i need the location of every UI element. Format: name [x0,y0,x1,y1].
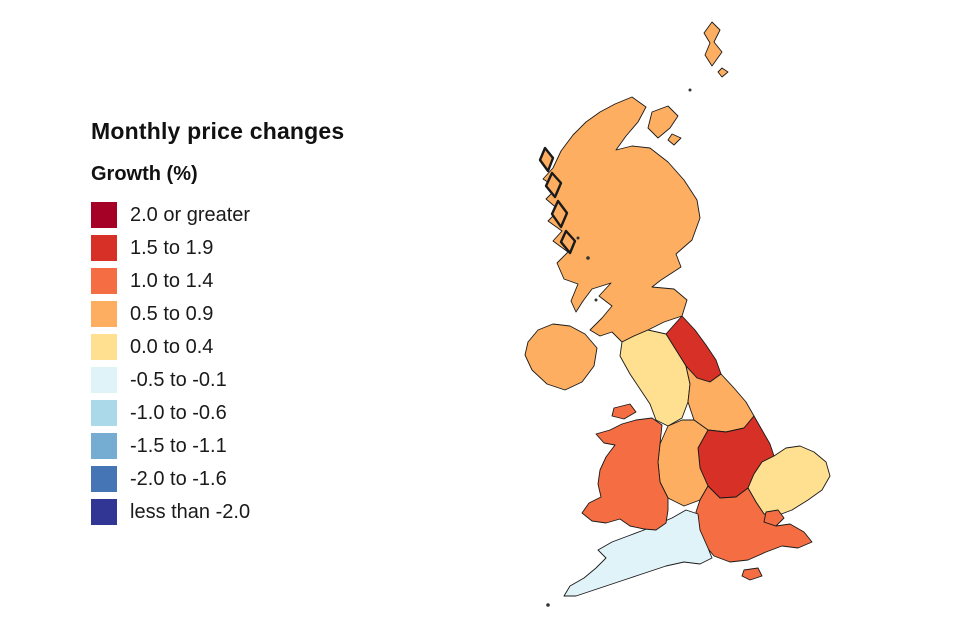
region-wales [581,417,669,531]
island-hebrides [550,199,569,229]
island-hebrides [559,229,577,255]
legend-label: 1.5 to 1.9 [130,236,214,259]
legend-label: -2.0 to -1.6 [130,467,227,490]
region-east-of-england [747,445,831,517]
island-hebrides [538,146,555,173]
legend-label: 2.0 or greater [130,203,251,226]
legend-label: -1.0 to -0.6 [130,401,227,424]
legend-swatch [91,202,117,228]
legend-item: 1.5 to 1.9 [91,235,411,261]
island-shetland [703,21,723,67]
island-isle-of-wight [741,567,763,581]
island-anglesey [611,403,637,420]
island-orkney [647,105,679,139]
legend-swatch [91,433,117,459]
legend-item: -2.0 to -1.6 [91,466,411,492]
legend: 2.0 or greater 1.5 to 1.9 1.0 to 1.4 0.5… [91,202,411,525]
legend-title: Growth (%) [91,163,198,185]
region-london [763,509,785,527]
region-north-west [619,329,691,427]
legend-item: 1.0 to 1.4 [91,268,411,294]
legend-item: -0.5 to -0.1 [91,367,411,393]
legend-swatch [91,268,117,294]
small-island [576,236,580,240]
legend-item: 0.0 to 0.4 [91,334,411,360]
legend-item: less than -2.0 [91,499,411,525]
legend-swatch [91,235,117,261]
region-scotland [542,96,701,343]
small-island [546,603,550,607]
legend-label: -0.5 to -0.1 [130,368,227,391]
island-orkney-small [667,133,682,146]
legend-swatch [91,367,117,393]
small-island [586,256,590,260]
legend-swatch [91,301,117,327]
legend-label: less than -2.0 [130,500,251,523]
island-hebrides [544,171,563,199]
chart-title: Monthly price changes [91,118,345,144]
legend-block: Monthly price changes Growth (%) 2.0 or … [91,118,411,525]
legend-swatch [91,466,117,492]
legend-item: -1.5 to -1.1 [91,433,411,459]
legend-item: -1.0 to -0.6 [91,400,411,426]
legend-label: 0.0 to 0.4 [130,335,214,358]
region-south-west [563,509,713,597]
legend-label: 1.0 to 1.4 [130,269,214,292]
legend-label: -1.5 to -1.1 [130,434,227,457]
legend-swatch [91,334,117,360]
legend-label: 0.5 to 0.9 [130,302,214,325]
legend-swatch [91,499,117,525]
small-island [688,88,692,92]
region-northern-ireland [524,323,598,391]
legend-swatch [91,400,117,426]
small-island [594,298,598,302]
legend-item: 2.0 or greater [91,202,411,228]
legend-item: 0.5 to 0.9 [91,301,411,327]
island-shetland-small [717,67,729,78]
region-south-east [695,485,813,563]
